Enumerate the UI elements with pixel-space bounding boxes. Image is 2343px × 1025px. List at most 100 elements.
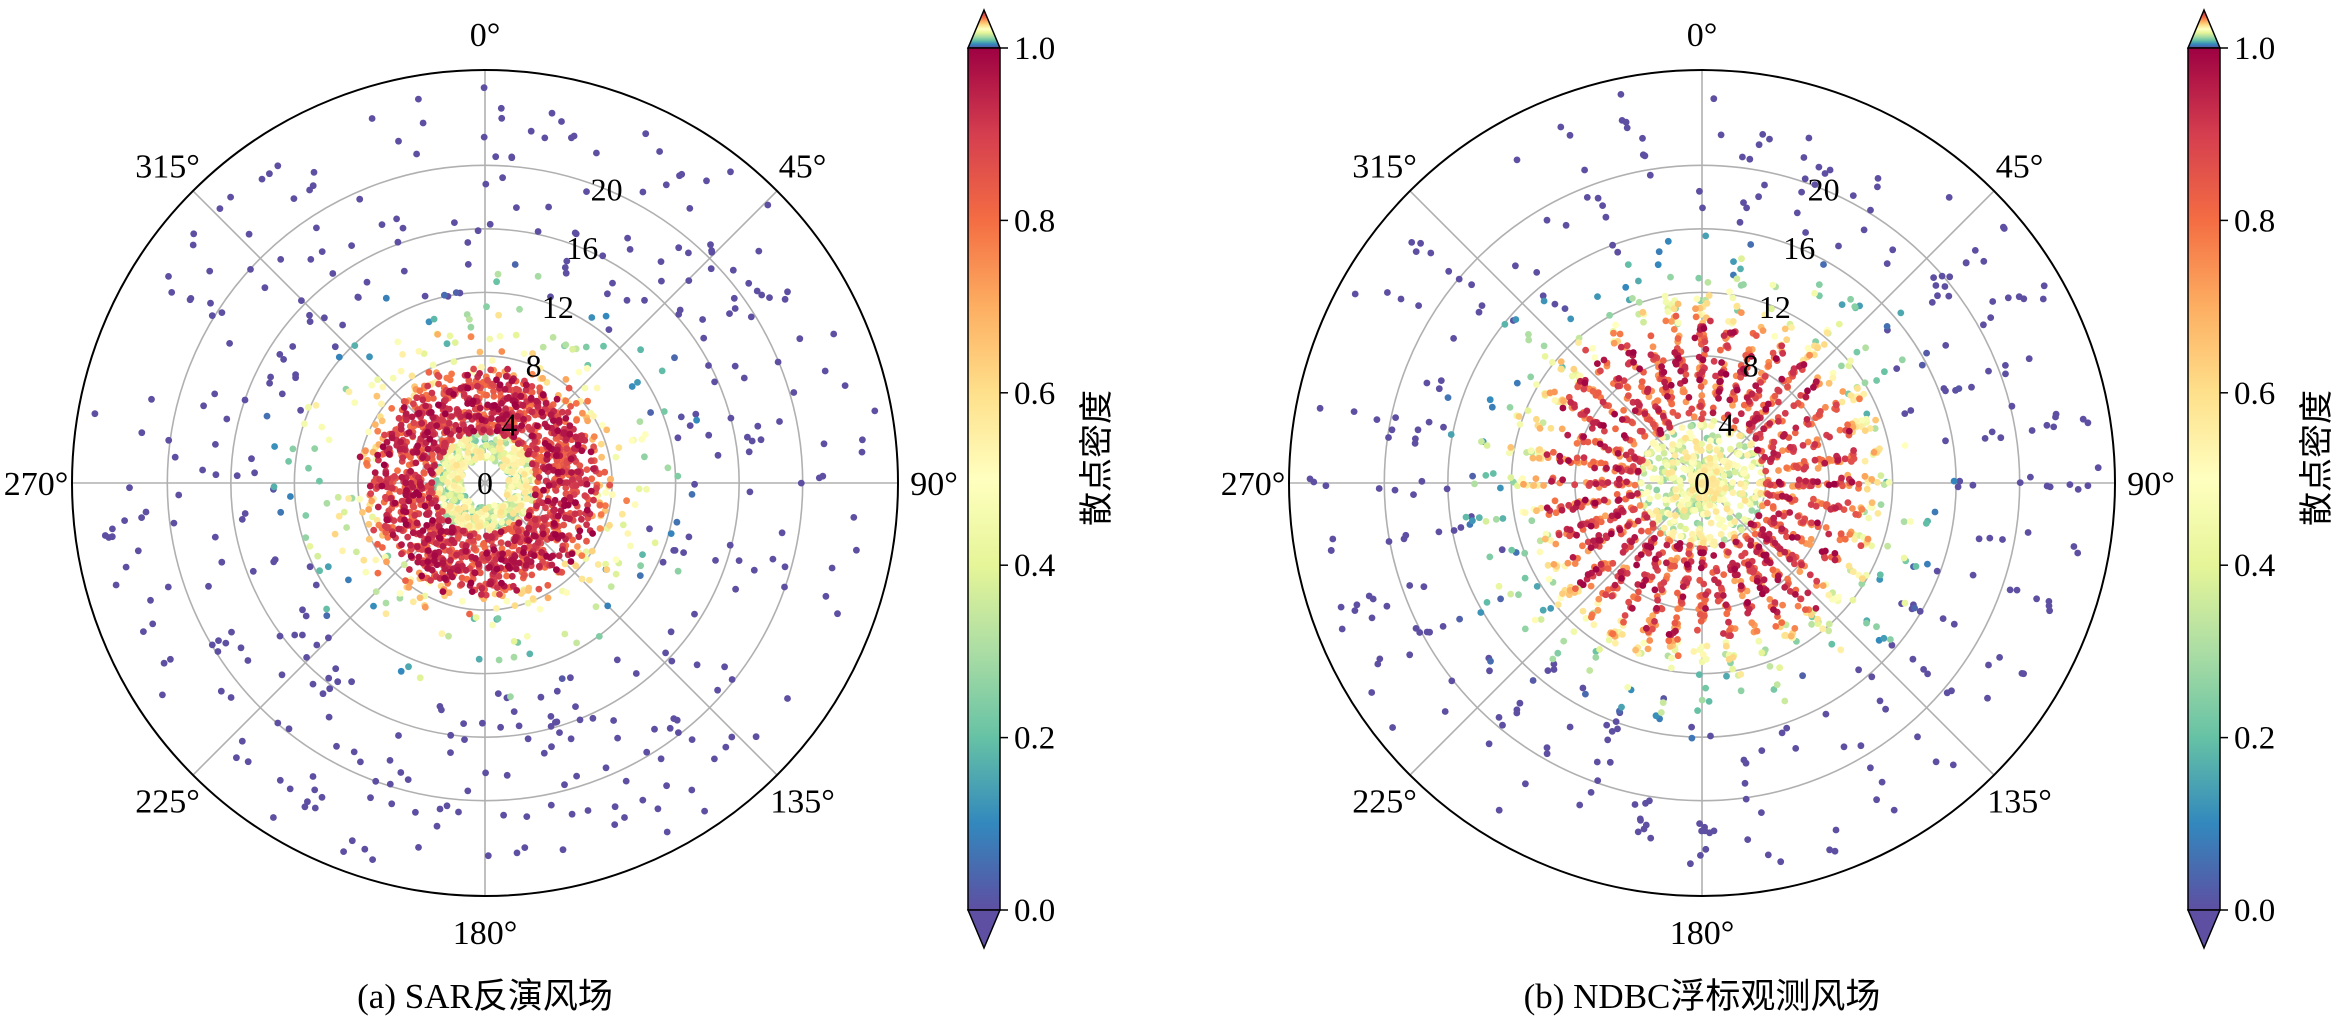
scatter-point — [516, 305, 523, 313]
scatter-point — [1718, 480, 1726, 487]
scatter-point — [1698, 696, 1706, 704]
scatter-point — [460, 720, 467, 727]
scatter-point — [1794, 513, 1802, 520]
scatter-point — [1933, 567, 1941, 575]
scatter-point — [1647, 351, 1655, 359]
scatter-point — [292, 374, 299, 382]
scatter-point — [1385, 434, 1392, 441]
scatter-point — [667, 628, 675, 636]
scatter-point — [1715, 437, 1723, 445]
scatter-point — [503, 597, 511, 605]
scatter-point — [370, 602, 377, 610]
scatter-point — [396, 590, 404, 597]
scatter-point — [448, 370, 455, 378]
scatter-point — [1769, 281, 1777, 289]
scatter-point — [504, 365, 511, 373]
scatter-point — [1931, 508, 1939, 516]
scatter-point — [1731, 518, 1739, 526]
scatter-point — [1629, 506, 1637, 514]
scatter-point — [223, 415, 231, 423]
scatter-point — [566, 430, 574, 438]
scatter-point — [1606, 758, 1614, 766]
scatter-point — [389, 531, 397, 539]
scatter-point — [1778, 342, 1786, 350]
scatter-point — [416, 674, 424, 682]
scatter-point — [1804, 589, 1812, 597]
scatter-point — [1322, 482, 1330, 490]
scatter-point — [587, 487, 595, 495]
scatter-point — [1629, 295, 1636, 302]
scatter-point — [628, 383, 636, 390]
scatter-point — [480, 426, 488, 434]
scatter-point — [559, 846, 567, 854]
scatter-point — [543, 423, 551, 431]
scatter-point — [306, 318, 314, 325]
scatter-point — [1876, 697, 1884, 705]
scatter-point — [465, 522, 473, 530]
scatter-point — [325, 634, 332, 642]
scatter-point — [278, 390, 286, 398]
scatter-point — [1980, 257, 1988, 265]
scatter-point — [382, 599, 390, 607]
scatter-point — [1389, 724, 1396, 731]
scatter-point — [238, 737, 246, 745]
scatter-point — [1674, 319, 1682, 327]
scatter-point — [589, 714, 597, 722]
scatter-point — [1677, 522, 1684, 530]
scatter-point — [1700, 580, 1708, 588]
scatter-point — [518, 422, 526, 429]
scatter-point — [603, 426, 611, 434]
scatter-point — [424, 558, 432, 566]
scatter-point — [285, 458, 292, 465]
scatter-point — [1823, 501, 1830, 508]
scatter-point — [566, 422, 574, 430]
scatter-point — [1668, 318, 1675, 325]
scatter-point — [584, 397, 591, 405]
scatter-point — [850, 514, 858, 521]
scatter-point — [214, 648, 222, 655]
scatter-point — [404, 533, 412, 541]
scatter-point — [450, 391, 457, 398]
scatter-point — [790, 389, 798, 396]
scatter-point — [1529, 677, 1537, 684]
scatter-point — [1986, 534, 1994, 542]
scatter-point — [493, 278, 500, 286]
scatter-point — [340, 848, 347, 855]
scatter-point — [1811, 441, 1819, 448]
scatter-point — [1811, 181, 1819, 189]
scatter-point — [1391, 486, 1399, 494]
scatter-point — [1761, 181, 1768, 189]
scatter-point — [186, 296, 194, 304]
scatter-point — [483, 549, 490, 557]
scatter-point — [2000, 225, 2008, 232]
scatter-point — [819, 472, 827, 480]
scatter-point — [604, 602, 612, 610]
scatter-point — [1412, 248, 1420, 256]
scatter-point — [382, 470, 390, 477]
scatter-point — [1874, 510, 1882, 517]
scatter-point — [1528, 517, 1536, 525]
scatter-point — [1617, 91, 1625, 98]
scatter-point — [397, 425, 405, 433]
scatter-point — [1604, 479, 1612, 486]
scatter-point — [472, 513, 479, 521]
scatter-point — [1863, 485, 1871, 493]
scatter-point — [525, 537, 533, 544]
scatter-point — [307, 256, 315, 263]
scatter-point — [382, 610, 390, 618]
scatter-point — [523, 495, 531, 503]
scatter-point — [1720, 524, 1728, 531]
scatter-point — [1627, 467, 1634, 475]
scatter-point — [1798, 188, 1805, 196]
scatter-point — [1603, 721, 1611, 729]
scatter-point — [1469, 472, 1476, 480]
scatter-point — [302, 534, 310, 541]
scatter-point — [455, 447, 463, 455]
scatter-point — [499, 174, 506, 182]
scatter-point — [1555, 531, 1563, 539]
scatter-point — [551, 496, 559, 504]
scatter-point — [528, 426, 536, 434]
scatter-point — [391, 473, 398, 480]
scatter-point — [2027, 473, 2034, 481]
scatter-point — [505, 476, 513, 484]
